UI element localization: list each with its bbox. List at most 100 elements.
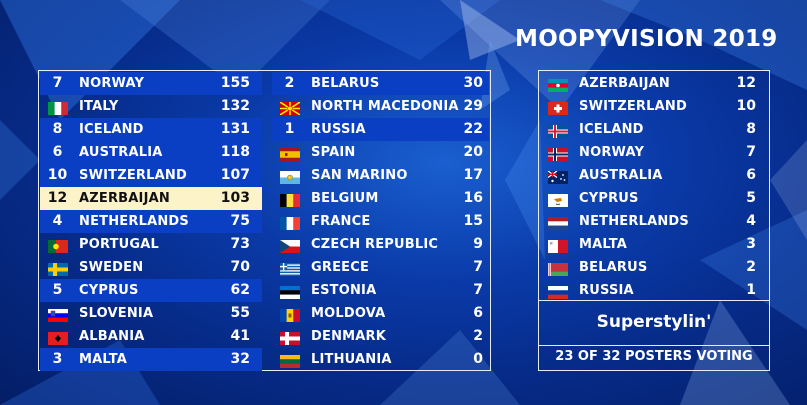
- total-score: 9: [473, 236, 483, 252]
- country-name: RUSSIA: [311, 122, 366, 137]
- vote-row: AZERBAIJAN 12: [540, 72, 768, 95]
- country-name: AZERBAIJAN: [579, 76, 670, 91]
- total-score: 103: [220, 190, 250, 206]
- scoreboard-row: MOLDOVA 6: [272, 302, 489, 325]
- total-score: 55: [230, 305, 250, 321]
- belgium-flag-icon: [280, 192, 300, 207]
- vote-points: 6: [746, 167, 756, 183]
- sweden-flag-icon: [48, 261, 68, 276]
- denmark-flag-icon: [280, 330, 300, 345]
- albania-flag-icon: [48, 330, 68, 345]
- total-score: 16: [463, 190, 483, 206]
- portugal-flag-icon: [48, 238, 68, 253]
- scoreboard-row: GREECE 7: [272, 256, 489, 279]
- country-name: AZERBAIJAN: [79, 191, 170, 206]
- country-name: SWITZERLAND: [579, 99, 687, 114]
- scoreboard-row: 4 NETHERLANDS 75: [40, 210, 262, 233]
- scoreboard-row: 5 CYPRUS 62: [40, 279, 262, 302]
- total-score: 29: [463, 98, 483, 114]
- awarded-points: 4: [52, 213, 63, 229]
- iceland-flag-icon: [548, 123, 568, 138]
- switzerland-flag-icon: [548, 100, 568, 115]
- awarded-points: 2: [284, 75, 295, 91]
- panel-divider: [539, 300, 769, 301]
- country-name: ALBANIA: [79, 329, 145, 344]
- scoreboard-row: 3 MALTA 32: [40, 348, 262, 371]
- country-name: CYPRUS: [579, 191, 639, 206]
- total-score: 70: [230, 259, 250, 275]
- awarded-points: 5: [52, 282, 63, 298]
- norway-flag-icon: [548, 146, 568, 161]
- scoreboard-row: ESTONIA 7: [272, 279, 489, 302]
- awarded-points: 6: [52, 144, 63, 160]
- vote-row: BELARUS 2: [540, 256, 768, 279]
- total-score: 6: [473, 305, 483, 321]
- scoreboard-row: FRANCE 15: [272, 210, 489, 233]
- country-name: MOLDOVA: [311, 306, 386, 321]
- scoreboard-row: LITHUANIA 0: [272, 348, 489, 371]
- country-name: ESTONIA: [311, 283, 377, 298]
- country-name: DENMARK: [311, 329, 387, 344]
- total-score: 15: [463, 213, 483, 229]
- vote-row: ICELAND 8: [540, 118, 768, 141]
- moldova-flag-icon: [280, 307, 300, 322]
- country-name: CYPRUS: [79, 283, 139, 298]
- total-score: 0: [473, 351, 483, 367]
- vote-points: 4: [746, 213, 756, 229]
- total-score: 22: [463, 121, 483, 137]
- scoreboard-row: SPAIN 20: [272, 141, 489, 164]
- voting-panel: Superstylin' 23 OF 32 POSTERS VOTING AZE…: [538, 70, 770, 371]
- scoreboard-panel: 7 NORWAY 155 ITALY 132 8 ICELAND 131 6 AUSTRALIA 1…: [38, 70, 491, 371]
- awarded-points: 8: [52, 121, 63, 137]
- country-name: SWEDEN: [79, 260, 144, 275]
- greece-flag-icon: [280, 261, 300, 277]
- scoreboard-row: ALBANIA 41: [40, 325, 262, 348]
- scoreboard-row: 1 RUSSIA 22: [272, 118, 489, 141]
- russia-flag-icon: [548, 284, 568, 299]
- country-name: NETHERLANDS: [579, 214, 689, 229]
- lithuania-flag-icon: [280, 353, 300, 368]
- scoreboard-row: BELGIUM 16: [272, 187, 489, 210]
- country-name: BELGIUM: [311, 191, 379, 206]
- san-marino-flag-icon: [280, 169, 300, 184]
- country-name: GREECE: [311, 260, 370, 275]
- total-score: 155: [220, 75, 250, 91]
- voting-status: 23 OF 32 POSTERS VOTING: [555, 349, 753, 364]
- awarded-points: 3: [52, 351, 63, 367]
- vote-points: 2: [746, 259, 756, 275]
- estonia-flag-icon: [280, 284, 300, 299]
- country-name: PORTUGAL: [79, 237, 160, 252]
- total-score: 41: [230, 328, 250, 344]
- awarded-points: 7: [52, 75, 63, 91]
- scoreboard-row: NORTH MACEDONIA 29: [272, 95, 489, 118]
- azerbaijan-flag-icon: [548, 77, 568, 92]
- scoreboard-row: SAN MARINO 17: [272, 164, 489, 187]
- vote-points: 5: [746, 190, 756, 206]
- country-name: FRANCE: [311, 214, 371, 229]
- country-name: SAN MARINO: [311, 168, 408, 183]
- country-name: SWITZERLAND: [79, 168, 187, 183]
- country-name: AUSTRALIA: [79, 145, 163, 160]
- france-flag-icon: [280, 215, 300, 230]
- country-name: MALTA: [579, 237, 628, 252]
- scoreboard-row: DENMARK 2: [272, 325, 489, 348]
- czech-republic-flag-icon: [280, 238, 300, 253]
- vote-points: 8: [746, 121, 756, 137]
- scoreboard-row: SWEDEN 70: [40, 256, 262, 279]
- country-name: NETHERLANDS: [79, 214, 189, 229]
- total-score: 2: [473, 328, 483, 344]
- vote-points: 10: [736, 98, 756, 114]
- scoreboard-row: CZECH REPUBLIC 9: [272, 233, 489, 256]
- country-name: ICELAND: [579, 122, 644, 137]
- awarded-points: 12: [47, 190, 68, 206]
- awarded-points: 10: [47, 167, 68, 183]
- vote-row: AUSTRALIA 6: [540, 164, 768, 187]
- country-name: LITHUANIA: [311, 352, 392, 367]
- country-name: NORWAY: [79, 76, 145, 91]
- country-name: ICELAND: [79, 122, 144, 137]
- total-score: 131: [220, 121, 250, 137]
- vote-points: 7: [746, 144, 756, 160]
- total-score: 107: [220, 167, 250, 183]
- australia-flag-icon: [547, 169, 568, 184]
- scoreboard-row: ITALY 132: [40, 95, 262, 118]
